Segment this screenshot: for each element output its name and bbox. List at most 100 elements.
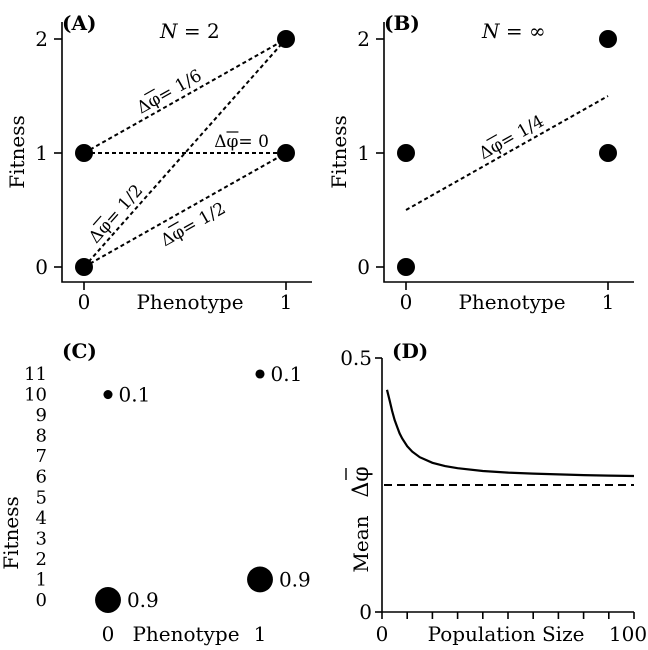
panel-c-points: 0.1 0.9 0.1 0.9 [95,362,311,613]
b-point-0 [397,258,415,276]
panel-d-lines [384,389,635,486]
panel-b-y-ticks: 0 1 2 [357,27,384,279]
c-point-3 [247,566,273,593]
a-line-label-0: Δφ= 1/6 [134,66,206,118]
c-y-tick-label-7: 7 [36,446,47,467]
b-point-2 [599,144,617,162]
panel-d-y-label-symbol: Δφ [349,466,374,497]
panel-d-y-ticks: 00.5 [340,346,382,624]
panel-a-lines: Δφ= 1/6 Δφ= 0 Δφ= 1/2Δφ= 1/2 [83,38,287,268]
a-point-1 [75,144,93,162]
b-line-label-0: Δφ= 1/4 [476,112,548,164]
panel-d-y-axis-label: Mean Δφ [345,466,374,573]
panel-b-x-axis-label: Phenotype [458,290,565,314]
b-line-0 [405,95,609,211]
c-y-tick-label-8: 8 [36,426,47,447]
c-y-tick-label-2: 2 [36,549,47,570]
panel-c-label: (C) [62,339,97,363]
c-y-tick-label-0: 0 [36,590,47,611]
a-line-2 [83,38,287,268]
a-x-tick-label-0: 0 [78,290,91,314]
panel-b-lines: Δφ= 1/4 [405,95,609,211]
panel-b-points [397,30,617,276]
a-point-0 [75,258,93,276]
c-point-label-0: 0.1 [119,383,151,407]
b-line-label-0-bar [486,134,498,141]
b-x-tick-label-1: 1 [602,290,615,314]
a-line-label-2-text: Δφ= 1/2 [85,181,147,248]
d-y-tick-label-0: 0 [359,600,372,624]
a-line-label-0-text: Δφ= 1/6 [134,66,206,118]
a-y-tick-label-2: 2 [35,27,48,51]
panel-b-axes [383,22,634,283]
a-line-label-3: Δφ= 1/2 [157,199,229,251]
d-x-tick-label-1: 100 [609,622,647,646]
a-line-3 [83,152,287,268]
a-y-tick-label-0: 0 [35,255,48,279]
c-y-tick-label-1: 1 [36,569,47,590]
panel-a-x-axis-label: Phenotype [136,290,243,314]
panel-b-y-axis-label: Fitness [327,115,351,189]
b-line-label-0-text: Δφ= 1/4 [476,112,548,164]
b-y-tick-label-0: 0 [357,255,370,279]
c-point-label-1: 0.9 [127,588,159,612]
c-x-tick-label-0: 0 [102,622,115,646]
a-x-tick-label-1: 1 [280,290,293,314]
b-point-1 [397,144,415,162]
panel-c-y-axis-label: Fitness [0,496,23,570]
c-y-tick-label-11: 11 [24,364,47,385]
panel-d-y-label-prefix: Mean [349,515,373,572]
panel-a-label: (A) [62,11,96,35]
panel-b-title: N = ∞ [481,19,546,43]
a-line-label-2: Δφ= 1/2 [85,181,147,248]
panel-c-x-axis-label: Phenotype [132,622,239,646]
panel-d-x-ticks: 0 100 [376,612,647,646]
c-y-tick-label-6: 6 [36,467,47,488]
c-point-label-3: 0.9 [279,567,311,591]
b-point-3 [599,30,617,48]
panel-a-axes [61,22,312,283]
c-point-1 [95,587,121,613]
c-y-tick-label-10: 10 [24,385,47,406]
b-y-tick-label-1: 1 [357,141,370,165]
c-point-label-2: 0.1 [271,362,303,386]
a-point-2 [277,144,295,162]
panel-a-y-axis-label: Fitness [5,115,29,189]
c-y-tick-label-3: 3 [36,528,47,549]
panel-a-title: N = 2 [159,19,220,43]
a-line-0 [83,38,287,154]
a-line-label-1-text: Δφ= 0 [214,132,269,152]
d-series-line-0 [385,389,635,478]
panel-a-points [75,30,295,276]
c-point-2 [255,369,265,379]
b-x-tick-label-0: 0 [400,290,413,314]
panel-d-x-axis-label: Population Size [428,622,585,646]
a-line-label-0-bar [143,88,155,96]
a-line-label-3-bar [167,221,179,229]
panel-d-label: (D) [392,339,428,363]
panel-a-y-ticks: 0 1 2 [35,27,62,279]
b-y-tick-label-2: 2 [357,27,370,51]
c-x-tick-label-1: 1 [254,622,267,646]
panel-b-label: (B) [384,11,420,35]
c-y-tick-label-5: 5 [36,487,47,508]
a-point-3 [277,30,295,48]
a-line-label-3-text: Δφ= 1/2 [157,199,229,251]
a-y-tick-label-1: 1 [35,141,48,165]
d-y-tick-label-1: 0.5 [340,346,372,370]
c-point-0 [103,389,113,400]
a-line-label-1: Δφ= 0 [214,131,269,152]
a-line-label-2-bar [92,215,102,226]
d-x-tick-label-0: 0 [376,622,389,646]
c-y-tick-label-9: 9 [36,405,47,426]
panel-d: (D) 00.5 0 100 Mean Δφ Population Size [340,339,647,646]
c-y-tick-label-4: 4 [36,508,47,529]
